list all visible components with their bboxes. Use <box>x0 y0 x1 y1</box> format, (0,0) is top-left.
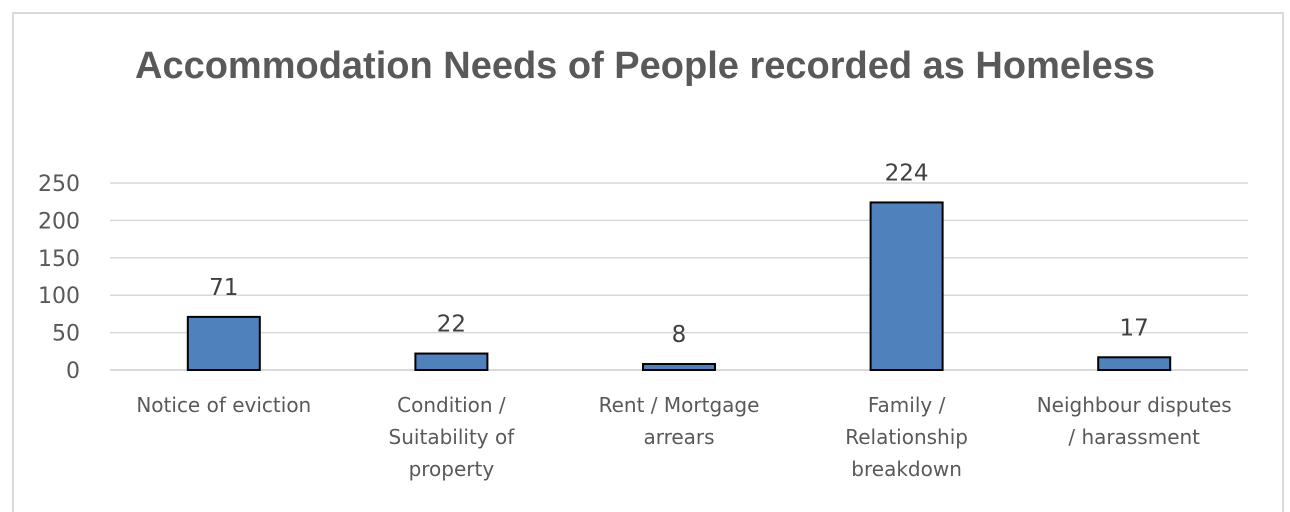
bars <box>186 201 1172 372</box>
y-tick-label: 200 <box>38 209 80 234</box>
gridlines <box>110 182 1248 371</box>
y-tick-label: 0 <box>66 359 80 384</box>
category-label: Condition / Suitability of property <box>389 393 516 481</box>
category-label-line: Notice of eviction <box>136 393 311 417</box>
category-label: Notice of eviction <box>136 393 311 417</box>
chart-title: Accommodation Needs of People recorded a… <box>135 45 1155 87</box>
category-label-line: Rent / Mortgage <box>599 393 760 417</box>
category-label-line: / harassment <box>1068 425 1200 449</box>
data-label: 224 <box>885 160 929 186</box>
bar <box>414 352 489 372</box>
data-label: 8 <box>672 322 687 348</box>
category-label-line: Suitability of <box>389 425 516 449</box>
category-label-line: Condition / <box>397 393 506 417</box>
category-label-line: arrears <box>643 425 714 449</box>
category-label-line: breakdown <box>851 457 962 481</box>
category-label: Rent / Mortgage arrears <box>599 393 760 449</box>
y-tick-label: 50 <box>52 322 80 347</box>
bar <box>1097 356 1172 371</box>
category-label-line: Relationship <box>845 425 968 449</box>
category-label: Neighbour disputes / harassment <box>1037 393 1232 449</box>
data-label: 17 <box>1120 315 1149 341</box>
bar <box>642 363 716 371</box>
category-labels: Notice of eviction Condition / Suitability… <box>136 393 1231 481</box>
y-tick-label: 250 <box>38 172 80 197</box>
y-axis-ticks: 0 50 100 150 200 250 <box>38 172 80 384</box>
bar <box>186 315 261 371</box>
category-label: Family / Relationship breakdown <box>845 393 968 481</box>
category-label-line: Neighbour disputes <box>1037 393 1232 417</box>
y-tick-label: 100 <box>38 284 80 309</box>
data-label: 22 <box>437 312 466 338</box>
bar <box>869 201 944 371</box>
data-labels: 71 22 8 224 17 <box>209 160 1149 348</box>
category-label-line: property <box>409 457 495 481</box>
category-label-line: Family / <box>868 393 946 417</box>
y-tick-label: 150 <box>38 247 80 272</box>
chart-frame <box>12 12 1284 512</box>
data-label: 71 <box>209 275 238 301</box>
